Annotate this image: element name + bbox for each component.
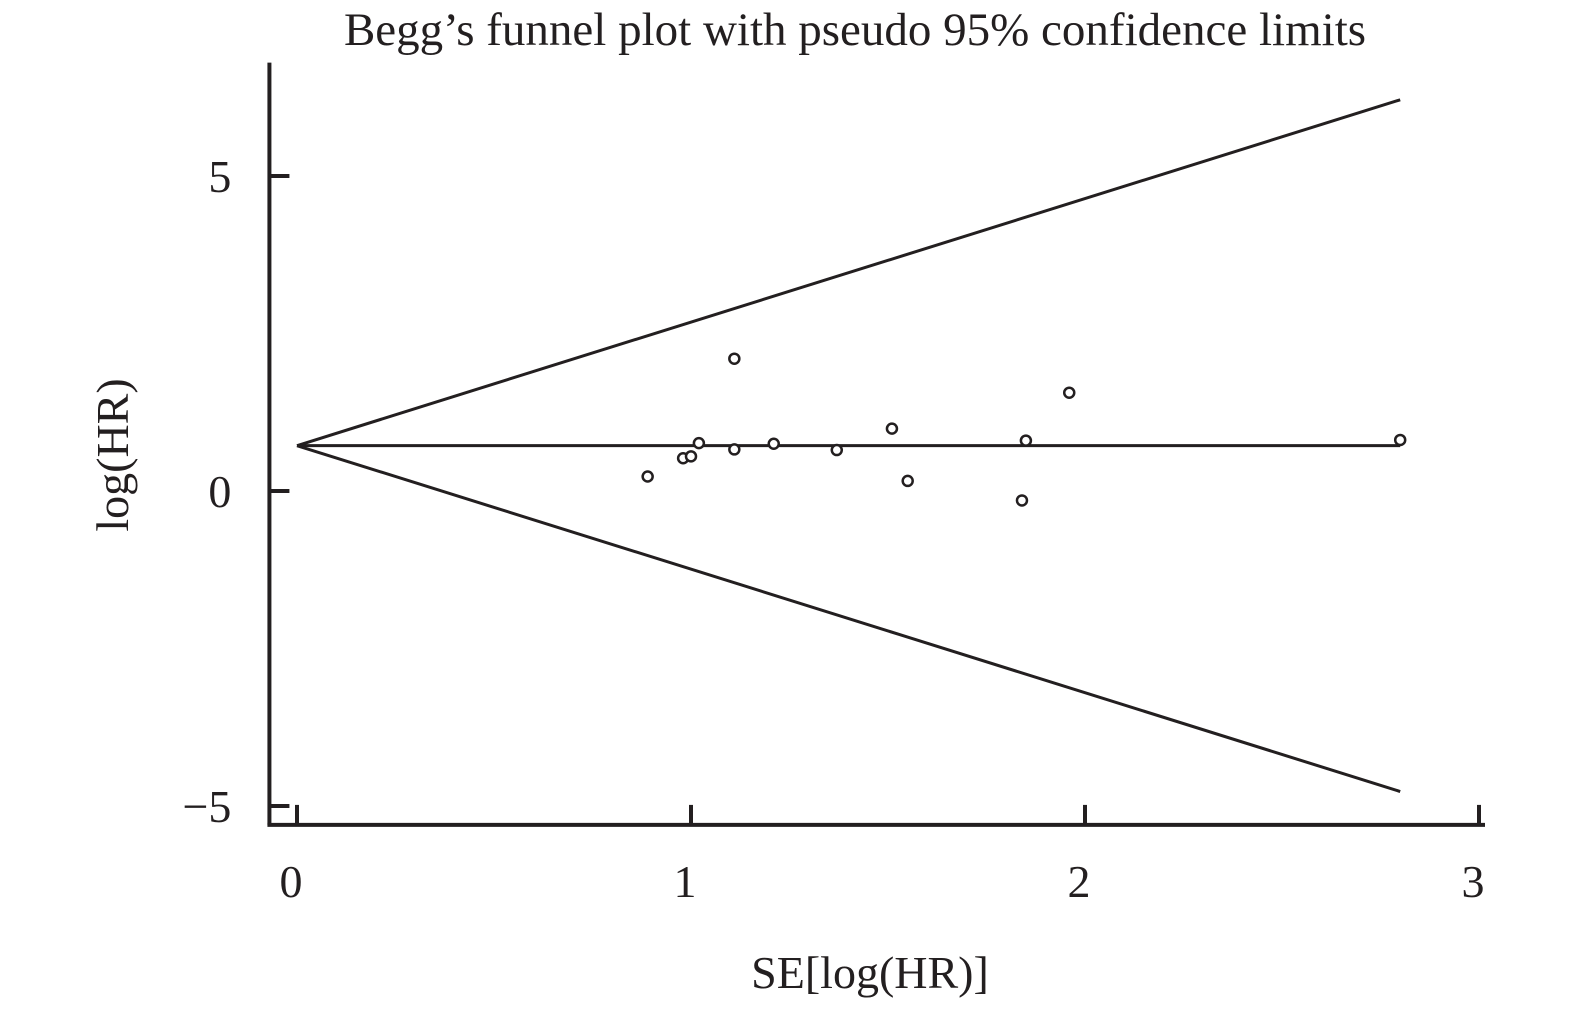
- study-point: [767, 437, 780, 450]
- study-point: [641, 470, 654, 483]
- x-tick-label: 1: [674, 856, 697, 907]
- x-tick-label: 3: [1462, 856, 1485, 907]
- study-point: [901, 474, 914, 488]
- y-axis-title: log(HR): [87, 378, 138, 531]
- study-point: [1015, 494, 1029, 507]
- x-tick-label: 0: [280, 856, 303, 907]
- lower-confidence-limit-line: [296, 444, 1401, 793]
- study-point: [1019, 434, 1033, 447]
- y-tick-label: 5: [208, 151, 231, 202]
- plot-marks: −5 0 5 0 1 2 3: [182, 62, 1485, 907]
- study-point: [728, 352, 741, 365]
- chart-title: Begg’s funnel plot with pseudo 95% confi…: [344, 4, 1366, 56]
- y-tick-label: −5: [182, 781, 231, 832]
- study-point: [684, 450, 698, 463]
- study-point: [728, 443, 741, 456]
- x-tick-label: 2: [1068, 856, 1091, 907]
- upper-confidence-limit-line: [296, 98, 1401, 448]
- study-point: [1062, 386, 1076, 399]
- study-point: [885, 422, 899, 435]
- y-tick-label: 0: [208, 466, 231, 517]
- study-point: [830, 443, 844, 457]
- study-point: [692, 436, 706, 450]
- study-point: [1393, 433, 1407, 447]
- x-axis-title: SE[log(HR)]: [751, 947, 989, 998]
